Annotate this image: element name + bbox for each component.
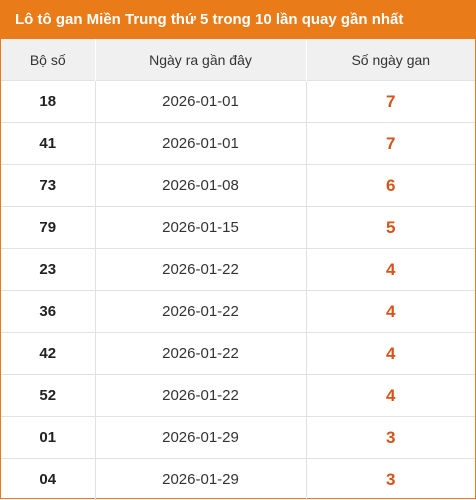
gan-days-cell: 7 bbox=[306, 123, 475, 165]
table-row: 41 2026-01-01 7 bbox=[1, 123, 475, 165]
gan-days-cell: 6 bbox=[306, 165, 475, 207]
last-date-cell: 2026-01-22 bbox=[95, 333, 306, 375]
number-cell: 52 bbox=[1, 375, 95, 417]
table-row: 18 2026-01-01 7 bbox=[1, 81, 475, 123]
gan-days-cell: 4 bbox=[306, 375, 475, 417]
column-header-number: Bộ số bbox=[1, 39, 95, 81]
gan-days-cell: 7 bbox=[306, 81, 475, 123]
number-cell: 36 bbox=[1, 291, 95, 333]
table-row: 42 2026-01-22 4 bbox=[1, 333, 475, 375]
last-date-cell: 2026-01-01 bbox=[95, 123, 306, 165]
number-cell: 79 bbox=[1, 207, 95, 249]
panel-title: Lô tô gan Miền Trung thứ 5 trong 10 lần … bbox=[1, 1, 475, 39]
last-date-cell: 2026-01-29 bbox=[95, 417, 306, 459]
table-row: 36 2026-01-22 4 bbox=[1, 291, 475, 333]
table-row: 01 2026-01-29 3 bbox=[1, 417, 475, 459]
last-date-cell: 2026-01-22 bbox=[95, 291, 306, 333]
last-date-cell: 2026-01-08 bbox=[95, 165, 306, 207]
table-row: 73 2026-01-08 6 bbox=[1, 165, 475, 207]
gan-days-cell: 5 bbox=[306, 207, 475, 249]
number-cell: 01 bbox=[1, 417, 95, 459]
last-date-cell: 2026-01-22 bbox=[95, 375, 306, 417]
column-header-last-date: Ngày ra gần đây bbox=[95, 39, 306, 81]
gan-days-cell: 4 bbox=[306, 249, 475, 291]
number-cell: 04 bbox=[1, 459, 95, 500]
header-row: Bộ số Ngày ra gần đây Số ngày gan bbox=[1, 39, 475, 81]
lo-gan-table: Bộ số Ngày ra gần đây Số ngày gan 18 202… bbox=[1, 39, 475, 500]
table-row: 79 2026-01-15 5 bbox=[1, 207, 475, 249]
gan-days-cell: 4 bbox=[306, 333, 475, 375]
table-body: 18 2026-01-01 7 41 2026-01-01 7 73 2026-… bbox=[1, 81, 475, 500]
gan-days-cell: 4 bbox=[306, 291, 475, 333]
last-date-cell: 2026-01-22 bbox=[95, 249, 306, 291]
gan-days-cell: 3 bbox=[306, 417, 475, 459]
table-row: 52 2026-01-22 4 bbox=[1, 375, 475, 417]
number-cell: 18 bbox=[1, 81, 95, 123]
table-row: 23 2026-01-22 4 bbox=[1, 249, 475, 291]
number-cell: 41 bbox=[1, 123, 95, 165]
gan-days-cell: 3 bbox=[306, 459, 475, 500]
number-cell: 73 bbox=[1, 165, 95, 207]
last-date-cell: 2026-01-29 bbox=[95, 459, 306, 500]
last-date-cell: 2026-01-15 bbox=[95, 207, 306, 249]
number-cell: 42 bbox=[1, 333, 95, 375]
column-header-gan-days: Số ngày gan bbox=[306, 39, 475, 81]
table-header: Bộ số Ngày ra gần đây Số ngày gan bbox=[1, 39, 475, 81]
last-date-cell: 2026-01-01 bbox=[95, 81, 306, 123]
table-row: 04 2026-01-29 3 bbox=[1, 459, 475, 500]
number-cell: 23 bbox=[1, 249, 95, 291]
